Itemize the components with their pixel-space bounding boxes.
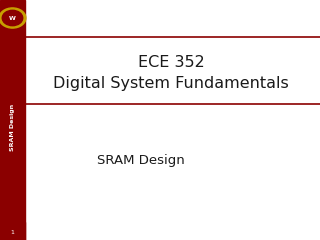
- Text: W: W: [9, 16, 16, 20]
- Text: SRAM Design: SRAM Design: [10, 104, 15, 151]
- Circle shape: [0, 8, 26, 28]
- Circle shape: [2, 10, 23, 26]
- Bar: [0, 222, 25, 240]
- Text: SRAM Design: SRAM Design: [97, 154, 185, 167]
- Text: ECE 352
Digital System Fundamentals: ECE 352 Digital System Fundamentals: [53, 55, 289, 91]
- Bar: [0, 0, 25, 240]
- Text: 1: 1: [11, 230, 14, 235]
